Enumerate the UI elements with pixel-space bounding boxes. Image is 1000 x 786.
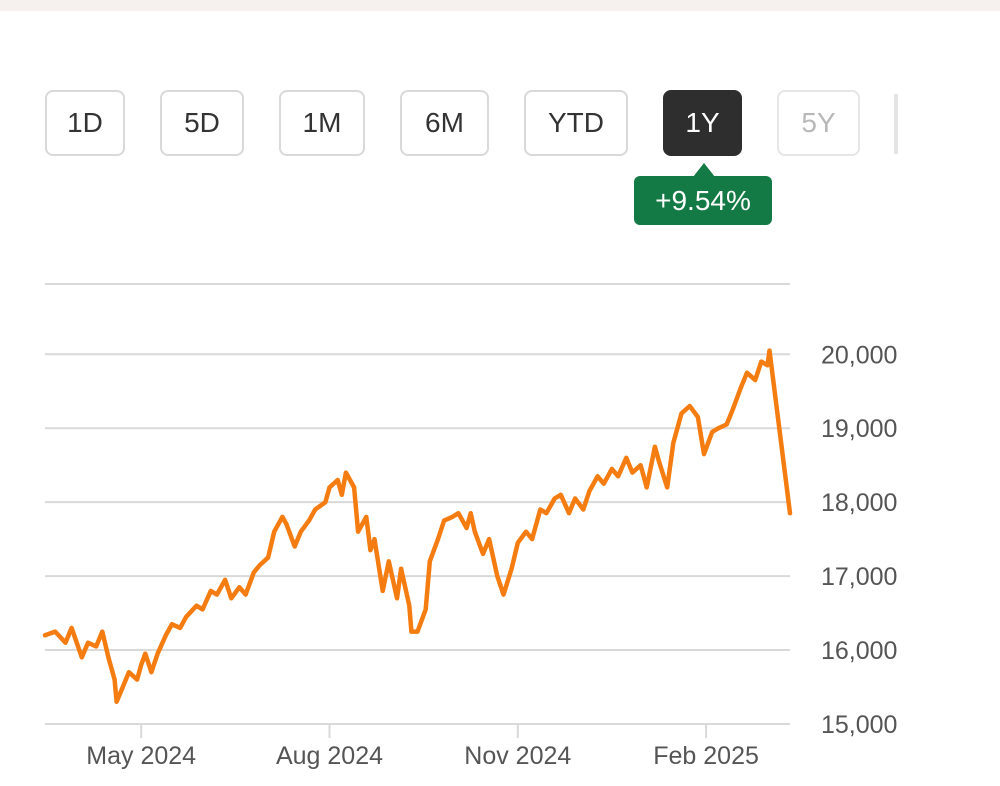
range-tab-6m[interactable]: 6M <box>400 90 489 156</box>
y-tick-label: 18,000 <box>821 489 897 517</box>
x-tick-label: Feb 2025 <box>653 742 759 770</box>
change-badge: +9.54% <box>634 176 772 225</box>
grid-lines <box>45 283 790 725</box>
scroll-fade-overlay <box>860 90 900 160</box>
range-tab-1d[interactable]: 1D <box>45 90 125 156</box>
range-tab-5d[interactable]: 5D <box>160 90 244 156</box>
x-tick-label: Nov 2024 <box>464 742 571 770</box>
top-strip <box>0 0 1000 11</box>
y-axis-labels: 15,000 16,000 17,000 18,000 19,000 20,000 <box>821 341 897 739</box>
x-tick-label: Aug 2024 <box>276 742 383 770</box>
x-tick-label: May 2024 <box>86 742 196 770</box>
change-badge-pointer <box>693 163 715 177</box>
y-tick-label: 20,000 <box>821 341 897 369</box>
partial-tab-edge <box>894 94 898 154</box>
time-range-selector: 1D 5D 1M 6M YTD 1Y 5Y <box>0 90 1000 162</box>
series-line <box>42 348 793 705</box>
y-tick-label: 17,000 <box>821 563 897 591</box>
range-tab-ytd[interactable]: YTD <box>524 90 628 156</box>
range-tab-1m[interactable]: 1M <box>279 90 365 156</box>
series-layer <box>42 348 793 705</box>
range-tab-5y[interactable]: 5Y <box>777 90 860 156</box>
y-tick-label: 19,000 <box>821 415 897 443</box>
y-tick-label: 15,000 <box>821 711 897 739</box>
y-tick-label: 16,000 <box>821 637 897 665</box>
range-tab-1y[interactable]: 1Y <box>663 90 742 156</box>
x-axis: May 2024 Aug 2024 Nov 2024 Feb 2025 <box>86 724 759 770</box>
